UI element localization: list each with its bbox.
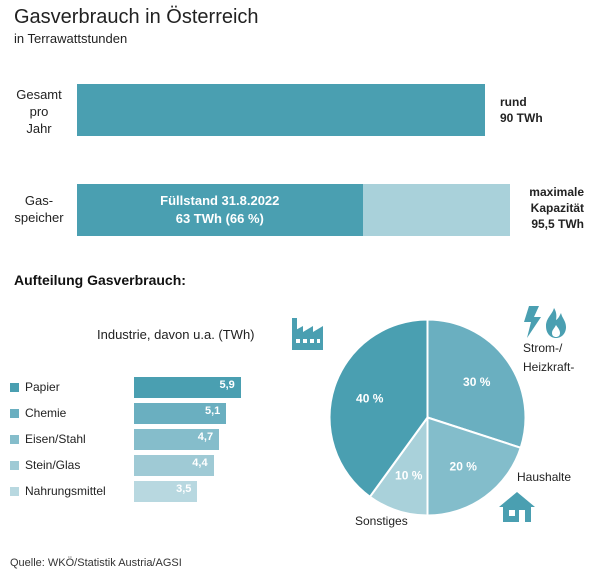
consumption-label: Gesamt pro Jahr <box>16 87 62 136</box>
industry-category-row: Eisen/Stahl <box>10 429 86 449</box>
industry-category-row: Nahrungsmittel <box>10 481 106 501</box>
pie-slice-value: 20 % <box>450 460 478 474</box>
industry-category-swatch <box>10 460 19 470</box>
industry-category-label: Nahrungsmittel <box>25 484 106 498</box>
pie-slice-value: 30 % <box>463 375 491 389</box>
section-title: Aufteilung Gasverbrauch: <box>14 272 186 288</box>
industry-category-label: Papier <box>25 380 60 394</box>
industry-bar-value: 5,1 <box>205 405 221 417</box>
storage-fill-text-2: 63 TWh (66 %) <box>175 211 264 226</box>
pie-label-power: Strom-/ Heizkraft- <box>523 341 575 374</box>
industry-category-label: Chemie <box>25 406 67 420</box>
industry-bar-value: 4,7 <box>197 431 214 443</box>
industry-category-label: Eisen/Stahl <box>25 432 86 446</box>
pie-slice <box>426 318 527 450</box>
industry-category-swatch <box>10 382 19 392</box>
industry-category-swatch <box>10 434 19 444</box>
storage-fill-text-1: Füllstand 31.8.2022 <box>160 193 280 208</box>
industry-bar: 3,5 <box>134 481 198 502</box>
industry-bar: 4,4 <box>134 455 214 476</box>
industry-category-row: Stein/Glas <box>10 455 80 475</box>
industry-category-swatch <box>10 408 19 418</box>
pie-label-other: Sonstiges <box>355 514 408 528</box>
pie-label-households: Haushalte <box>517 470 572 484</box>
storage-capacity-value: maximale Kapazität 95,5 TWh <box>529 185 584 231</box>
industry-bar-value: 4,4 <box>192 457 208 469</box>
consumption-value: rund 90 TWh <box>500 95 543 125</box>
chart-subtitle: in Terrawattstunden <box>14 31 128 46</box>
storage-fill-bar: Füllstand 31.8.2022 63 TWh (66 %) <box>77 184 363 236</box>
industry-bar: 5,1 <box>134 403 227 424</box>
consumption-bar <box>77 84 486 136</box>
factory-icon <box>289 316 327 352</box>
pie-slice-value: 40 % <box>356 392 384 406</box>
house-icon <box>497 490 537 524</box>
industry-bar-value: 3,5 <box>176 483 192 495</box>
lightning-flame-icon <box>519 305 569 339</box>
industry-bar: 4,7 <box>134 429 220 450</box>
industry-bar: 5,9 <box>134 377 241 398</box>
industry-title: Industrie, davon u.a. (TWh) <box>97 327 255 342</box>
consumption-pie-chart: 30 % 20 % 10 % 40 % <box>328 318 527 517</box>
storage-label: Gas- speicher <box>14 193 64 225</box>
pie-slice <box>426 416 522 517</box>
pie-slice-value: 10 % <box>395 468 423 482</box>
source-note: Quelle: WKÖ/Statistik Austria/AGSI <box>10 557 182 569</box>
pie-slice <box>328 318 429 499</box>
industry-category-row: Papier <box>10 377 60 397</box>
chart-title: Gasverbrauch in Österreich <box>14 6 259 28</box>
industry-category-row: Chemie <box>10 403 66 423</box>
industry-category-swatch <box>10 486 19 496</box>
industry-category-label: Stein/Glas <box>25 458 81 472</box>
industry-bar-value: 5,9 <box>219 379 235 391</box>
